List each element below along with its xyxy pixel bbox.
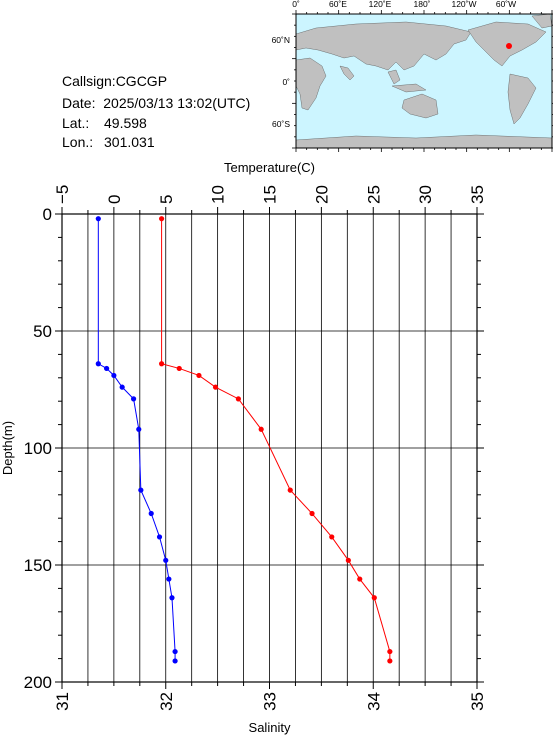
temperature-profile-line <box>161 218 391 661</box>
depth-axis-title: Depth(m) <box>0 421 15 475</box>
lat-label: Lat.: <box>62 115 90 131</box>
salinity-data-point <box>119 384 125 390</box>
temperature-tick-label: 20 <box>312 185 331 204</box>
salinity-axis-title: Salinity <box>249 720 291 735</box>
map-latitude-label: 60˚N <box>272 35 290 45</box>
temperature-data-point <box>357 576 363 582</box>
temperature-tick-label: 0 <box>105 195 124 204</box>
salinity-data-point <box>163 557 169 563</box>
temperature-tick-label: 30 <box>416 185 435 204</box>
map-land-india <box>339 65 355 81</box>
temperature-data-point <box>176 365 182 372</box>
salinity-data-point <box>169 595 175 601</box>
station-location-marker <box>506 43 512 49</box>
salinity-data-point <box>95 216 101 222</box>
temperature-data-point <box>345 557 351 563</box>
salinity-data-point <box>95 361 101 367</box>
map-longitude-label: 60˚W <box>496 0 516 9</box>
salinity-data-point <box>172 658 178 664</box>
lat-value: 49.598 <box>104 115 147 131</box>
map-land-africa <box>295 57 327 111</box>
temperature-data-point <box>212 384 219 390</box>
map-land-eurasia <box>295 21 472 71</box>
salinity-data-point <box>104 365 110 372</box>
temperature-tick-label: 15 <box>261 185 280 204</box>
callsign-label: Callsign:CGCGP <box>62 73 168 89</box>
depth-tick-label: 150 <box>24 556 52 575</box>
depth-tick-label: 200 <box>24 673 52 692</box>
temperature-data-point <box>258 426 264 432</box>
salinity-data-point <box>136 426 142 432</box>
salinity-data-point <box>148 510 154 517</box>
depth-tick-label: 100 <box>24 439 52 458</box>
map-land-south-america <box>507 73 537 125</box>
depth-tick-label: 0 <box>43 205 52 224</box>
salinity-data-point <box>138 487 144 493</box>
salinity-tick-label: 31 <box>53 692 72 711</box>
temperature-axis-title: Temperature(C) <box>224 160 315 175</box>
map-longitude-label: 0˚ <box>292 0 300 9</box>
salinity-profile-line <box>97 218 176 661</box>
map-longitude-label: 60˚E <box>329 0 347 9</box>
map-longitude-labels: 0˚ 60˚E 120˚E 180˚ 120˚W 60˚W <box>292 0 516 9</box>
map-land-australia <box>401 93 439 119</box>
salinity-tick-label: 32 <box>157 692 176 711</box>
temperature-tick-label: −5 <box>53 185 72 204</box>
temperature-data-point <box>329 534 335 540</box>
temperature-tick-label: 25 <box>364 185 383 204</box>
temperature-data-point <box>387 648 393 655</box>
lon-value: 301.031 <box>104 134 155 150</box>
temperature-tick-label: 35 <box>468 185 487 204</box>
salinity-tick-label: 33 <box>261 692 280 711</box>
temperature-tick-label: 5 <box>157 195 176 204</box>
lon-label: Lon.: <box>62 134 94 150</box>
salinity-data-point <box>130 396 137 402</box>
map-longitude-label: 120˚E <box>369 0 392 9</box>
map-land-indonesia <box>391 83 427 93</box>
depth-tick-label: 50 <box>33 322 52 341</box>
salinity-data-point <box>156 534 163 540</box>
location-map: 0˚ 60˚E 120˚E 180˚ 120˚W 60˚W 60˚N 0˚ 60˚S <box>272 0 553 152</box>
map-latitude-label: 0˚ <box>282 77 290 87</box>
salinity-data-point <box>172 648 178 655</box>
temperature-tick-label: 10 <box>209 185 228 204</box>
map-longitude-label: 120˚W <box>451 0 476 9</box>
salinity-data-point <box>166 576 172 582</box>
chart-series <box>95 216 393 664</box>
temperature-data-point <box>196 372 202 379</box>
temperature-data-point <box>371 595 377 601</box>
temperature-data-point <box>159 216 165 222</box>
salinity-tick-label: 35 <box>468 692 487 711</box>
chart-grid <box>61 213 478 683</box>
temperature-data-point <box>309 510 315 517</box>
temperature-data-point <box>159 361 165 367</box>
date-label: Date: 2025/03/13 13:02(UTC) <box>62 95 251 111</box>
chart-ticks <box>55 207 484 689</box>
temperature-data-point <box>387 658 393 664</box>
map-latitude-label: 60˚S <box>272 119 290 129</box>
temperature-data-point <box>287 487 293 493</box>
salinity-tick-label: 34 <box>364 692 383 711</box>
salinity-data-point <box>111 372 117 379</box>
map-latitude-labels: 60˚N 0˚ 60˚S <box>272 35 291 129</box>
temperature-data-point <box>235 396 241 402</box>
map-longitude-label: 180˚ <box>413 0 430 9</box>
map-land-southeast-asia <box>387 69 401 85</box>
